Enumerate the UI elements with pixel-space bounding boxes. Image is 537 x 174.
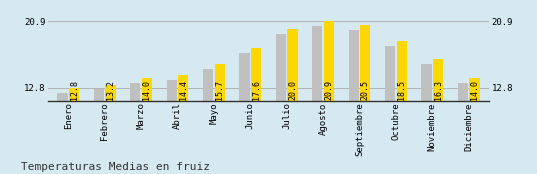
Text: 18.5: 18.5 (397, 80, 406, 100)
Bar (397, 41, 407, 101)
Text: 20.0: 20.0 (288, 80, 297, 100)
Bar (203, 69, 213, 101)
Text: 14.0: 14.0 (470, 80, 479, 100)
Bar (349, 30, 359, 101)
Bar (57, 93, 68, 101)
Text: 15.7: 15.7 (215, 80, 224, 100)
Bar (215, 64, 225, 101)
Bar (178, 75, 188, 101)
Bar (142, 78, 152, 101)
Bar (360, 25, 371, 101)
Text: Temperaturas Medias en fruiz: Temperaturas Medias en fruiz (21, 162, 211, 172)
Text: 20.9: 20.9 (324, 80, 333, 100)
Text: 14.4: 14.4 (179, 80, 188, 100)
Bar (287, 29, 297, 101)
Text: 16.3: 16.3 (433, 80, 442, 100)
Bar (324, 21, 334, 101)
Bar (469, 78, 480, 101)
Bar (240, 53, 250, 101)
Text: 14.0: 14.0 (142, 80, 151, 100)
Bar (251, 48, 261, 101)
Bar (312, 26, 322, 101)
Bar (276, 34, 286, 101)
Text: 12.8: 12.8 (70, 80, 78, 100)
Bar (105, 85, 115, 101)
Bar (385, 46, 395, 101)
Bar (69, 88, 79, 101)
Text: 20.5: 20.5 (361, 80, 370, 100)
Bar (166, 80, 177, 101)
Bar (458, 83, 468, 101)
Bar (433, 59, 443, 101)
Bar (130, 83, 140, 101)
Text: 13.2: 13.2 (106, 80, 115, 100)
Text: 17.6: 17.6 (252, 80, 260, 100)
Bar (422, 64, 432, 101)
Bar (94, 89, 104, 101)
